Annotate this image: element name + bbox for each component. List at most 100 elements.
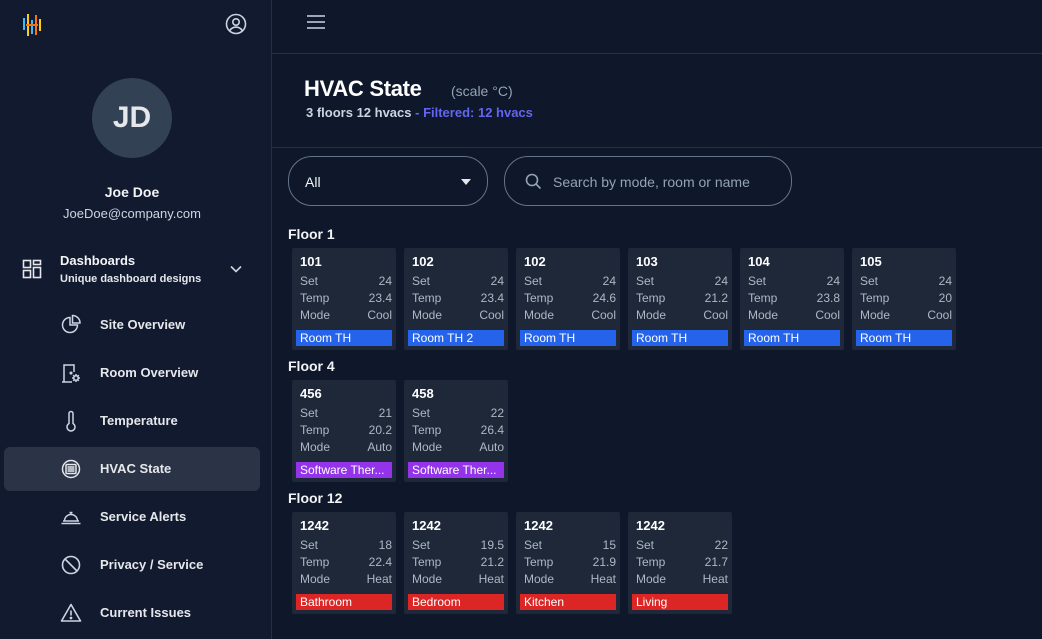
thermostat-tag: Room TH [296, 330, 392, 346]
thermostat-tag: Room TH 2 [408, 330, 504, 346]
nav-label: Current Issues [100, 605, 192, 620]
set-label: Set [412, 538, 431, 552]
temp-label: Temp [860, 291, 890, 305]
nav-item-service-alerts[interactable]: Service Alerts [4, 495, 260, 539]
temp-label: Temp [524, 291, 554, 305]
nav-label: Temperature [100, 413, 178, 428]
filtered-count: - Filtered: 12 hvacs [415, 105, 533, 120]
mode-row: Mode Auto [412, 440, 504, 456]
hvac-card[interactable]: 101 Set 24 Temp 23.4 Mode Cool Room TH [292, 248, 396, 350]
set-row: Set 24 [636, 274, 728, 290]
mode-value: Cool [591, 308, 616, 322]
nav-label: HVAC State [100, 461, 172, 476]
hamburger-menu-icon[interactable] [306, 13, 326, 31]
floor-select[interactable]: All [288, 156, 488, 206]
hvac-card[interactable]: 105 Set 24 Temp 20 Mode Cool Room TH [852, 248, 956, 350]
dashboards-group[interactable]: Dashboards Unique dashboard designs [0, 248, 264, 292]
mode-label: Mode [412, 572, 443, 586]
room-number: 1242 [524, 518, 553, 533]
mode-value: Heat [478, 572, 504, 586]
thermostat-tag: Room TH [856, 330, 952, 346]
thermostat-tag: Room TH [632, 330, 728, 346]
thermostat-tag: Living [632, 594, 728, 610]
temp-row: Temp 21.7 [636, 555, 728, 571]
mode-label: Mode [524, 572, 555, 586]
nav-item-hvac-state[interactable]: HVAC State [4, 447, 260, 491]
hvac-card[interactable]: 103 Set 24 Temp 21.2 Mode Cool Room TH [628, 248, 732, 350]
mode-label: Mode [860, 308, 891, 322]
nav-item-current-issues[interactable]: Current Issues [4, 591, 260, 635]
hvac-card[interactable]: 104 Set 24 Temp 23.8 Mode Cool Room TH [740, 248, 844, 350]
temp-value: 23.4 [480, 291, 504, 305]
nav-item-temperature[interactable]: Temperature [4, 399, 260, 443]
mode-row: Mode Heat [636, 572, 728, 588]
mode-value: Auto [479, 440, 504, 454]
nav-label: Service Alerts [100, 509, 187, 524]
nav-item-site-overview[interactable]: Site Overview [4, 303, 260, 347]
temp-value: 23.8 [816, 291, 840, 305]
nav-item-privacy-service[interactable]: Privacy / Service [4, 543, 260, 587]
temp-row: Temp 23.4 [412, 291, 504, 307]
set-row: Set 24 [300, 274, 392, 290]
user-circle-icon[interactable] [224, 12, 248, 36]
nav-item-room-overview[interactable]: Room Overview [4, 351, 260, 395]
temp-row: Temp 20.2 [300, 423, 392, 439]
set-value: 15 [602, 538, 616, 552]
mode-value: Cool [703, 308, 728, 322]
temp-row: Temp 26.4 [412, 423, 504, 439]
set-value: 18 [378, 538, 392, 552]
room-number: 456 [300, 386, 322, 401]
hvac-card[interactable]: 458 Set 22 Temp 26.4 Mode Auto Software Ther... [404, 380, 508, 482]
sidebar: JD Joe Doe JoeDoe@company.com Dashboards… [0, 0, 272, 639]
set-value: 24 [714, 274, 728, 288]
search-icon [525, 173, 542, 190]
warning-icon [60, 603, 82, 622]
room-number: 1242 [412, 518, 441, 533]
hvac-card[interactable]: 1242 Set 19.5 Temp 21.2 Mode Heat Bedroom [404, 512, 508, 614]
hvac-card[interactable]: 1242 Set 22 Temp 21.7 Mode Heat Living [628, 512, 732, 614]
hvac-card[interactable]: 102 Set 24 Temp 23.4 Mode Cool Room TH 2 [404, 248, 508, 350]
temp-value: 26.4 [480, 423, 504, 437]
floor-title: Floor 4 [288, 358, 335, 374]
mode-label: Mode [412, 440, 443, 454]
temp-value: 21.2 [480, 555, 504, 569]
hvac-card[interactable]: 1242 Set 18 Temp 22.4 Mode Heat Bathroom [292, 512, 396, 614]
search-box[interactable] [504, 156, 792, 206]
chevron-down-icon[interactable] [229, 262, 243, 276]
temp-value: 21.7 [704, 555, 728, 569]
summary: 3 floors 12 hvacs - Filtered: 12 hvacs [306, 105, 533, 120]
set-value: 24 [602, 274, 616, 288]
floor-title: Floor 12 [288, 490, 343, 506]
set-label: Set [860, 274, 879, 288]
mode-label: Mode [748, 308, 779, 322]
temp-label: Temp [748, 291, 778, 305]
temp-label: Temp [412, 291, 442, 305]
mode-label: Mode [636, 308, 667, 322]
mode-value: Cool [367, 308, 392, 322]
set-value: 24 [938, 274, 952, 288]
dashboards-subtitle: Unique dashboard designs [60, 273, 202, 285]
hvac-card[interactable]: 456 Set 21 Temp 20.2 Mode Auto Software Ther... [292, 380, 396, 482]
set-label: Set [300, 406, 319, 420]
temp-value: 22.4 [368, 555, 392, 569]
search-input[interactable] [553, 171, 783, 193]
mode-label: Mode [412, 308, 443, 322]
mode-value: Heat [366, 572, 392, 586]
temp-row: Temp 23.4 [300, 291, 392, 307]
dashboard-grid-icon [22, 259, 42, 279]
temp-row: Temp 21.2 [412, 555, 504, 571]
room-settings-icon [62, 364, 80, 383]
brand-logo-icon[interactable] [22, 12, 44, 38]
hvac-card[interactable]: 102 Set 24 Temp 24.6 Mode Cool Room TH [516, 248, 620, 350]
avatar: JD [92, 78, 172, 158]
user-name: Joe Doe [104, 184, 160, 200]
hvac-card[interactable]: 1242 Set 15 Temp 21.9 Mode Heat Kitchen [516, 512, 620, 614]
set-value: 22 [490, 406, 504, 420]
set-value: 19.5 [480, 538, 504, 552]
nav-label: Site Overview [100, 317, 186, 332]
temp-label: Temp [524, 555, 554, 569]
set-label: Set [300, 538, 319, 552]
nav-label: Room Overview [100, 365, 199, 380]
page-header: HVAC State (scale °C) 3 floors 12 hvacs … [272, 54, 1042, 148]
dashboards-title: Dashboards [60, 253, 136, 268]
